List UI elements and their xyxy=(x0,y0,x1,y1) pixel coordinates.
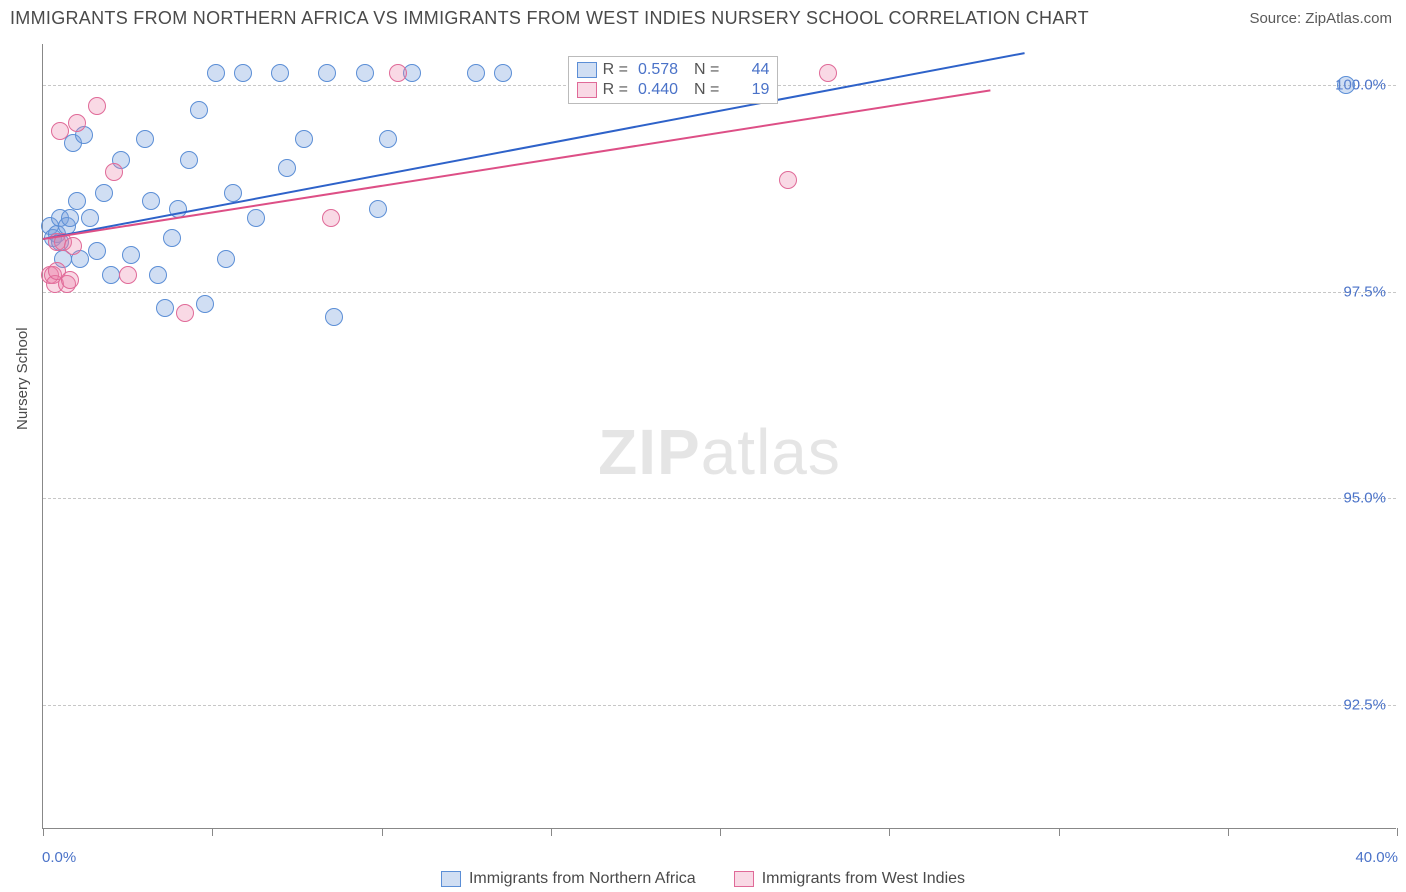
watermark-rest: atlas xyxy=(701,416,841,488)
correlation-row-1: R = 0.440 N = 19 xyxy=(577,80,770,100)
scatter-point-series-1 xyxy=(68,114,86,132)
scatter-point-series-0 xyxy=(217,250,235,268)
correlation-legend: R = 0.578 N = 44R = 0.440 N = 19 xyxy=(568,56,779,104)
scatter-point-series-0 xyxy=(467,64,485,82)
x-tick xyxy=(43,828,44,836)
scatter-point-series-0 xyxy=(122,246,140,264)
scatter-point-series-1 xyxy=(64,237,82,255)
chart-title: IMMIGRANTS FROM NORTHERN AFRICA VS IMMIG… xyxy=(10,8,1089,29)
x-tick xyxy=(212,828,213,836)
scatter-point-series-0 xyxy=(88,242,106,260)
scatter-point-series-0 xyxy=(142,192,160,210)
scatter-point-series-0 xyxy=(190,101,208,119)
scatter-point-series-1 xyxy=(322,209,340,227)
scatter-point-series-0 xyxy=(271,64,289,82)
scatter-plot-area: ZIPatlas 92.5%95.0%97.5%100.0%R = 0.578 … xyxy=(42,44,1396,829)
scatter-point-series-0 xyxy=(163,229,181,247)
title-bar: IMMIGRANTS FROM NORTHERN AFRICA VS IMMIG… xyxy=(0,0,1406,35)
legend-swatch-1 xyxy=(734,871,754,887)
watermark-bold: ZIP xyxy=(598,416,701,488)
scatter-point-series-0 xyxy=(224,184,242,202)
scatter-point-series-0 xyxy=(295,130,313,148)
r-label: R = xyxy=(603,61,628,79)
scatter-point-series-0 xyxy=(81,209,99,227)
scatter-point-series-0 xyxy=(207,64,225,82)
r-label: R = xyxy=(603,81,628,99)
n-value-1: 19 xyxy=(725,81,769,99)
scatter-point-series-0 xyxy=(61,209,79,227)
n-label: N = xyxy=(694,81,719,99)
scatter-point-series-1 xyxy=(389,64,407,82)
trendline-series-0 xyxy=(43,52,1025,240)
scatter-point-series-0 xyxy=(325,308,343,326)
scatter-point-series-0 xyxy=(494,64,512,82)
x-label-left: 0.0% xyxy=(42,849,76,866)
scatter-point-series-1 xyxy=(176,304,194,322)
scatter-point-series-0 xyxy=(102,266,120,284)
gridline-h xyxy=(43,292,1396,293)
correlation-swatch-0 xyxy=(577,62,597,78)
x-tick xyxy=(720,828,721,836)
r-value-0: 0.578 xyxy=(634,61,678,79)
scatter-point-series-0 xyxy=(356,64,374,82)
x-tick xyxy=(1228,828,1229,836)
scatter-point-series-1 xyxy=(105,163,123,181)
scatter-point-series-0 xyxy=(156,299,174,317)
scatter-point-series-0 xyxy=(136,130,154,148)
x-tick xyxy=(382,828,383,836)
legend-swatch-0 xyxy=(441,871,461,887)
scatter-point-series-0 xyxy=(1337,76,1355,94)
scatter-point-series-0 xyxy=(379,130,397,148)
scatter-point-series-0 xyxy=(180,151,198,169)
watermark: ZIPatlas xyxy=(598,415,841,489)
scatter-point-series-0 xyxy=(318,64,336,82)
source-attribution: Source: ZipAtlas.com xyxy=(1249,10,1392,27)
scatter-point-series-1 xyxy=(779,171,797,189)
y-axis-title: Nursery School xyxy=(14,327,31,430)
scatter-point-series-1 xyxy=(51,122,69,140)
scatter-point-series-0 xyxy=(369,200,387,218)
scatter-point-series-0 xyxy=(234,64,252,82)
y-tick-label: 95.0% xyxy=(1343,490,1386,507)
legend-label-1: Immigrants from West Indies xyxy=(762,870,965,888)
legend-item-series-1: Immigrants from West Indies xyxy=(734,870,965,888)
x-tick xyxy=(889,828,890,836)
scatter-point-series-1 xyxy=(88,97,106,115)
x-tick xyxy=(1059,828,1060,836)
scatter-point-series-0 xyxy=(247,209,265,227)
scatter-point-series-1 xyxy=(819,64,837,82)
scatter-point-series-1 xyxy=(61,271,79,289)
scatter-point-series-0 xyxy=(278,159,296,177)
scatter-point-series-1 xyxy=(119,266,137,284)
scatter-point-series-0 xyxy=(95,184,113,202)
x-tick xyxy=(1397,828,1398,836)
x-tick xyxy=(551,828,552,836)
correlation-swatch-1 xyxy=(577,82,597,98)
legend-label-0: Immigrants from Northern Africa xyxy=(469,870,696,888)
gridline-h xyxy=(43,498,1396,499)
r-value-1: 0.440 xyxy=(634,81,678,99)
legend-item-series-0: Immigrants from Northern Africa xyxy=(441,870,696,888)
legend-bottom: Immigrants from Northern Africa Immigran… xyxy=(0,870,1406,888)
scatter-point-series-0 xyxy=(149,266,167,284)
x-label-right: 40.0% xyxy=(1355,849,1398,866)
y-tick-label: 92.5% xyxy=(1343,697,1386,714)
y-tick-label: 97.5% xyxy=(1343,283,1386,300)
gridline-h xyxy=(43,705,1396,706)
correlation-row-0: R = 0.578 N = 44 xyxy=(577,60,770,80)
n-value-0: 44 xyxy=(725,61,769,79)
scatter-point-series-0 xyxy=(68,192,86,210)
n-label: N = xyxy=(694,61,719,79)
scatter-point-series-0 xyxy=(196,295,214,313)
